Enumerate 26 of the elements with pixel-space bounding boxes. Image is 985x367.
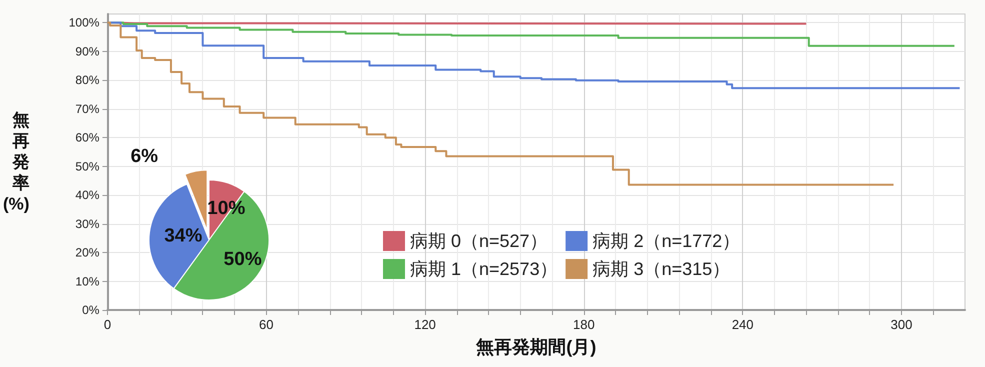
y-tick-label: 20% [75, 246, 100, 260]
data-label: 50% [224, 248, 262, 270]
y-tick-label: 50% [75, 159, 100, 174]
legend-label: 病期 1（n=2573） [410, 259, 558, 279]
y-axis-title: 無再発率(%) [2, 110, 30, 214]
y-tick-label: 60% [75, 130, 100, 145]
x-tick-label: 240 [732, 317, 754, 332]
y-tick-label: 40% [75, 188, 100, 202]
x-tick-label: 120 [414, 317, 436, 332]
y-tick-label: 70% [75, 102, 100, 116]
y-tick-label: 90% [75, 44, 100, 58]
x-axis-title: 無再発期間(月) [475, 337, 596, 357]
legend-label: 病期 2（n=1772） [592, 231, 740, 251]
legend-label: 病期 3（n=315） [592, 259, 730, 279]
legend-label: 病期 0（n=527） [410, 231, 548, 251]
y-tick-label: 100% [68, 16, 100, 30]
y-tick-label: 0% [82, 303, 100, 317]
y-tick-label: 10% [75, 274, 100, 288]
data-label: 34% [164, 225, 202, 246]
y-tick-label: 30% [75, 216, 100, 231]
data-label: 6% [130, 146, 158, 168]
y-tick-label: 80% [75, 73, 100, 88]
x-tick-label: 0 [104, 317, 112, 332]
x-tick-label: 180 [573, 317, 595, 332]
x-tick-label: 60 [259, 317, 274, 332]
x-tick-label: 300 [890, 317, 912, 332]
